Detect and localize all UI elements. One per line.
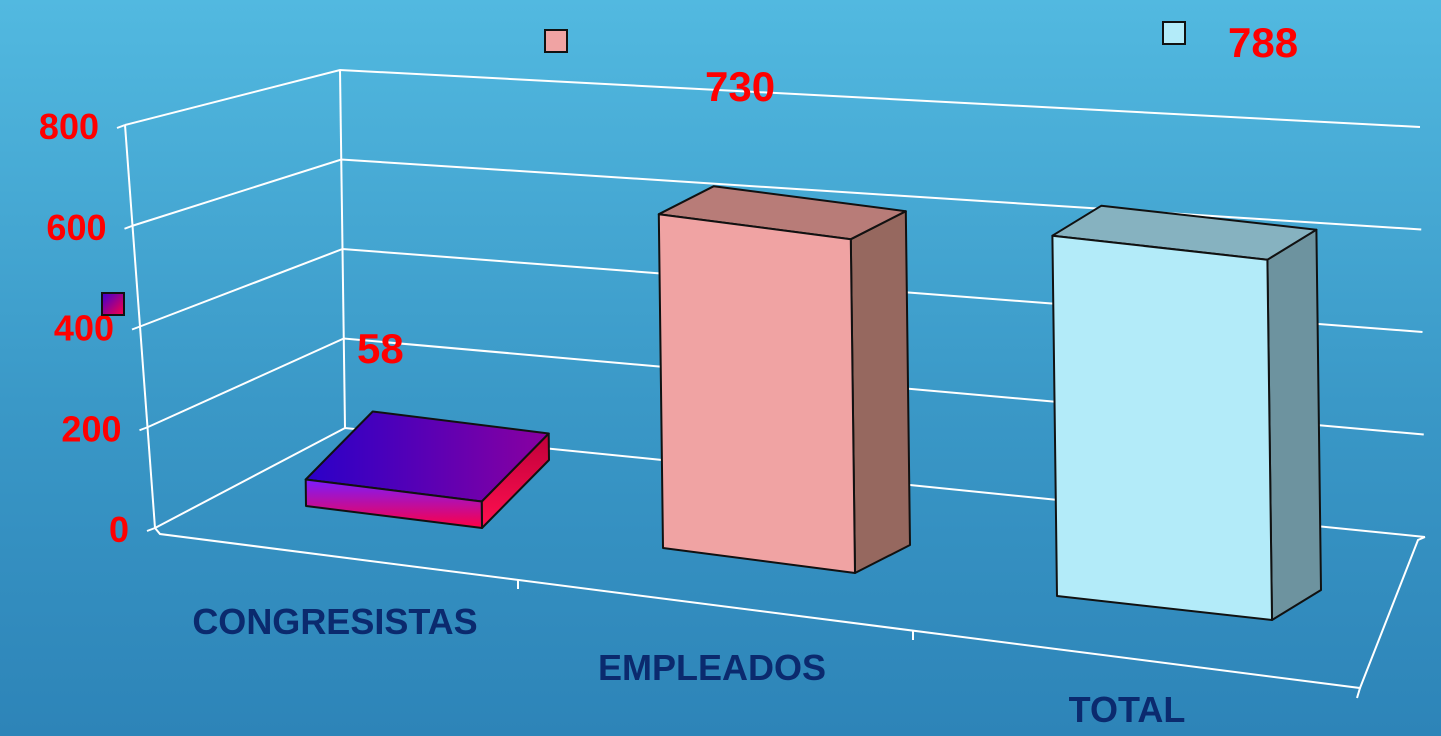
- bars: [304, 185, 1322, 621]
- y-tick-label: 200: [61, 408, 121, 449]
- bar-empleados: [657, 185, 911, 574]
- y-axis-tick: [116, 124, 126, 129]
- y-axis-line: [124, 124, 156, 529]
- y-axis-tick: [146, 527, 156, 532]
- x-tick-label: CONGRESISTAS: [192, 601, 477, 642]
- bar-total: [1051, 204, 1322, 621]
- data-label: 730: [705, 63, 775, 110]
- bar-side-face: [1266, 228, 1322, 621]
- x-tick-label: TOTAL: [1069, 689, 1186, 730]
- y-axis-tick: [131, 325, 141, 331]
- legend-marker-total: [1162, 21, 1186, 45]
- bar-front-face: [657, 213, 856, 574]
- data-label: 58: [357, 325, 404, 372]
- x-axis-tick: [1356, 687, 1361, 699]
- y-tick-label: 0: [109, 509, 129, 550]
- bar-front-face: [1051, 234, 1273, 621]
- axes: [116, 69, 1426, 699]
- y-tick-label: 800: [39, 106, 99, 147]
- data-label: 788: [1228, 19, 1298, 66]
- legend-marker-congresistas: [101, 292, 125, 316]
- bar-congresistas: [304, 410, 550, 529]
- labels: 020040060080058730788CONGRESISTASEMPLEAD…: [39, 19, 1298, 730]
- bar-side-face: [849, 210, 911, 574]
- y-axis-tick: [124, 224, 133, 230]
- back-wall-edge: [339, 69, 346, 429]
- bar-front-face: [304, 478, 483, 529]
- y-axis-tick: [139, 426, 148, 432]
- x-tick-label: EMPLEADOS: [598, 647, 826, 688]
- y-tick-label: 600: [46, 207, 106, 248]
- legend-marker-empleados: [544, 29, 568, 53]
